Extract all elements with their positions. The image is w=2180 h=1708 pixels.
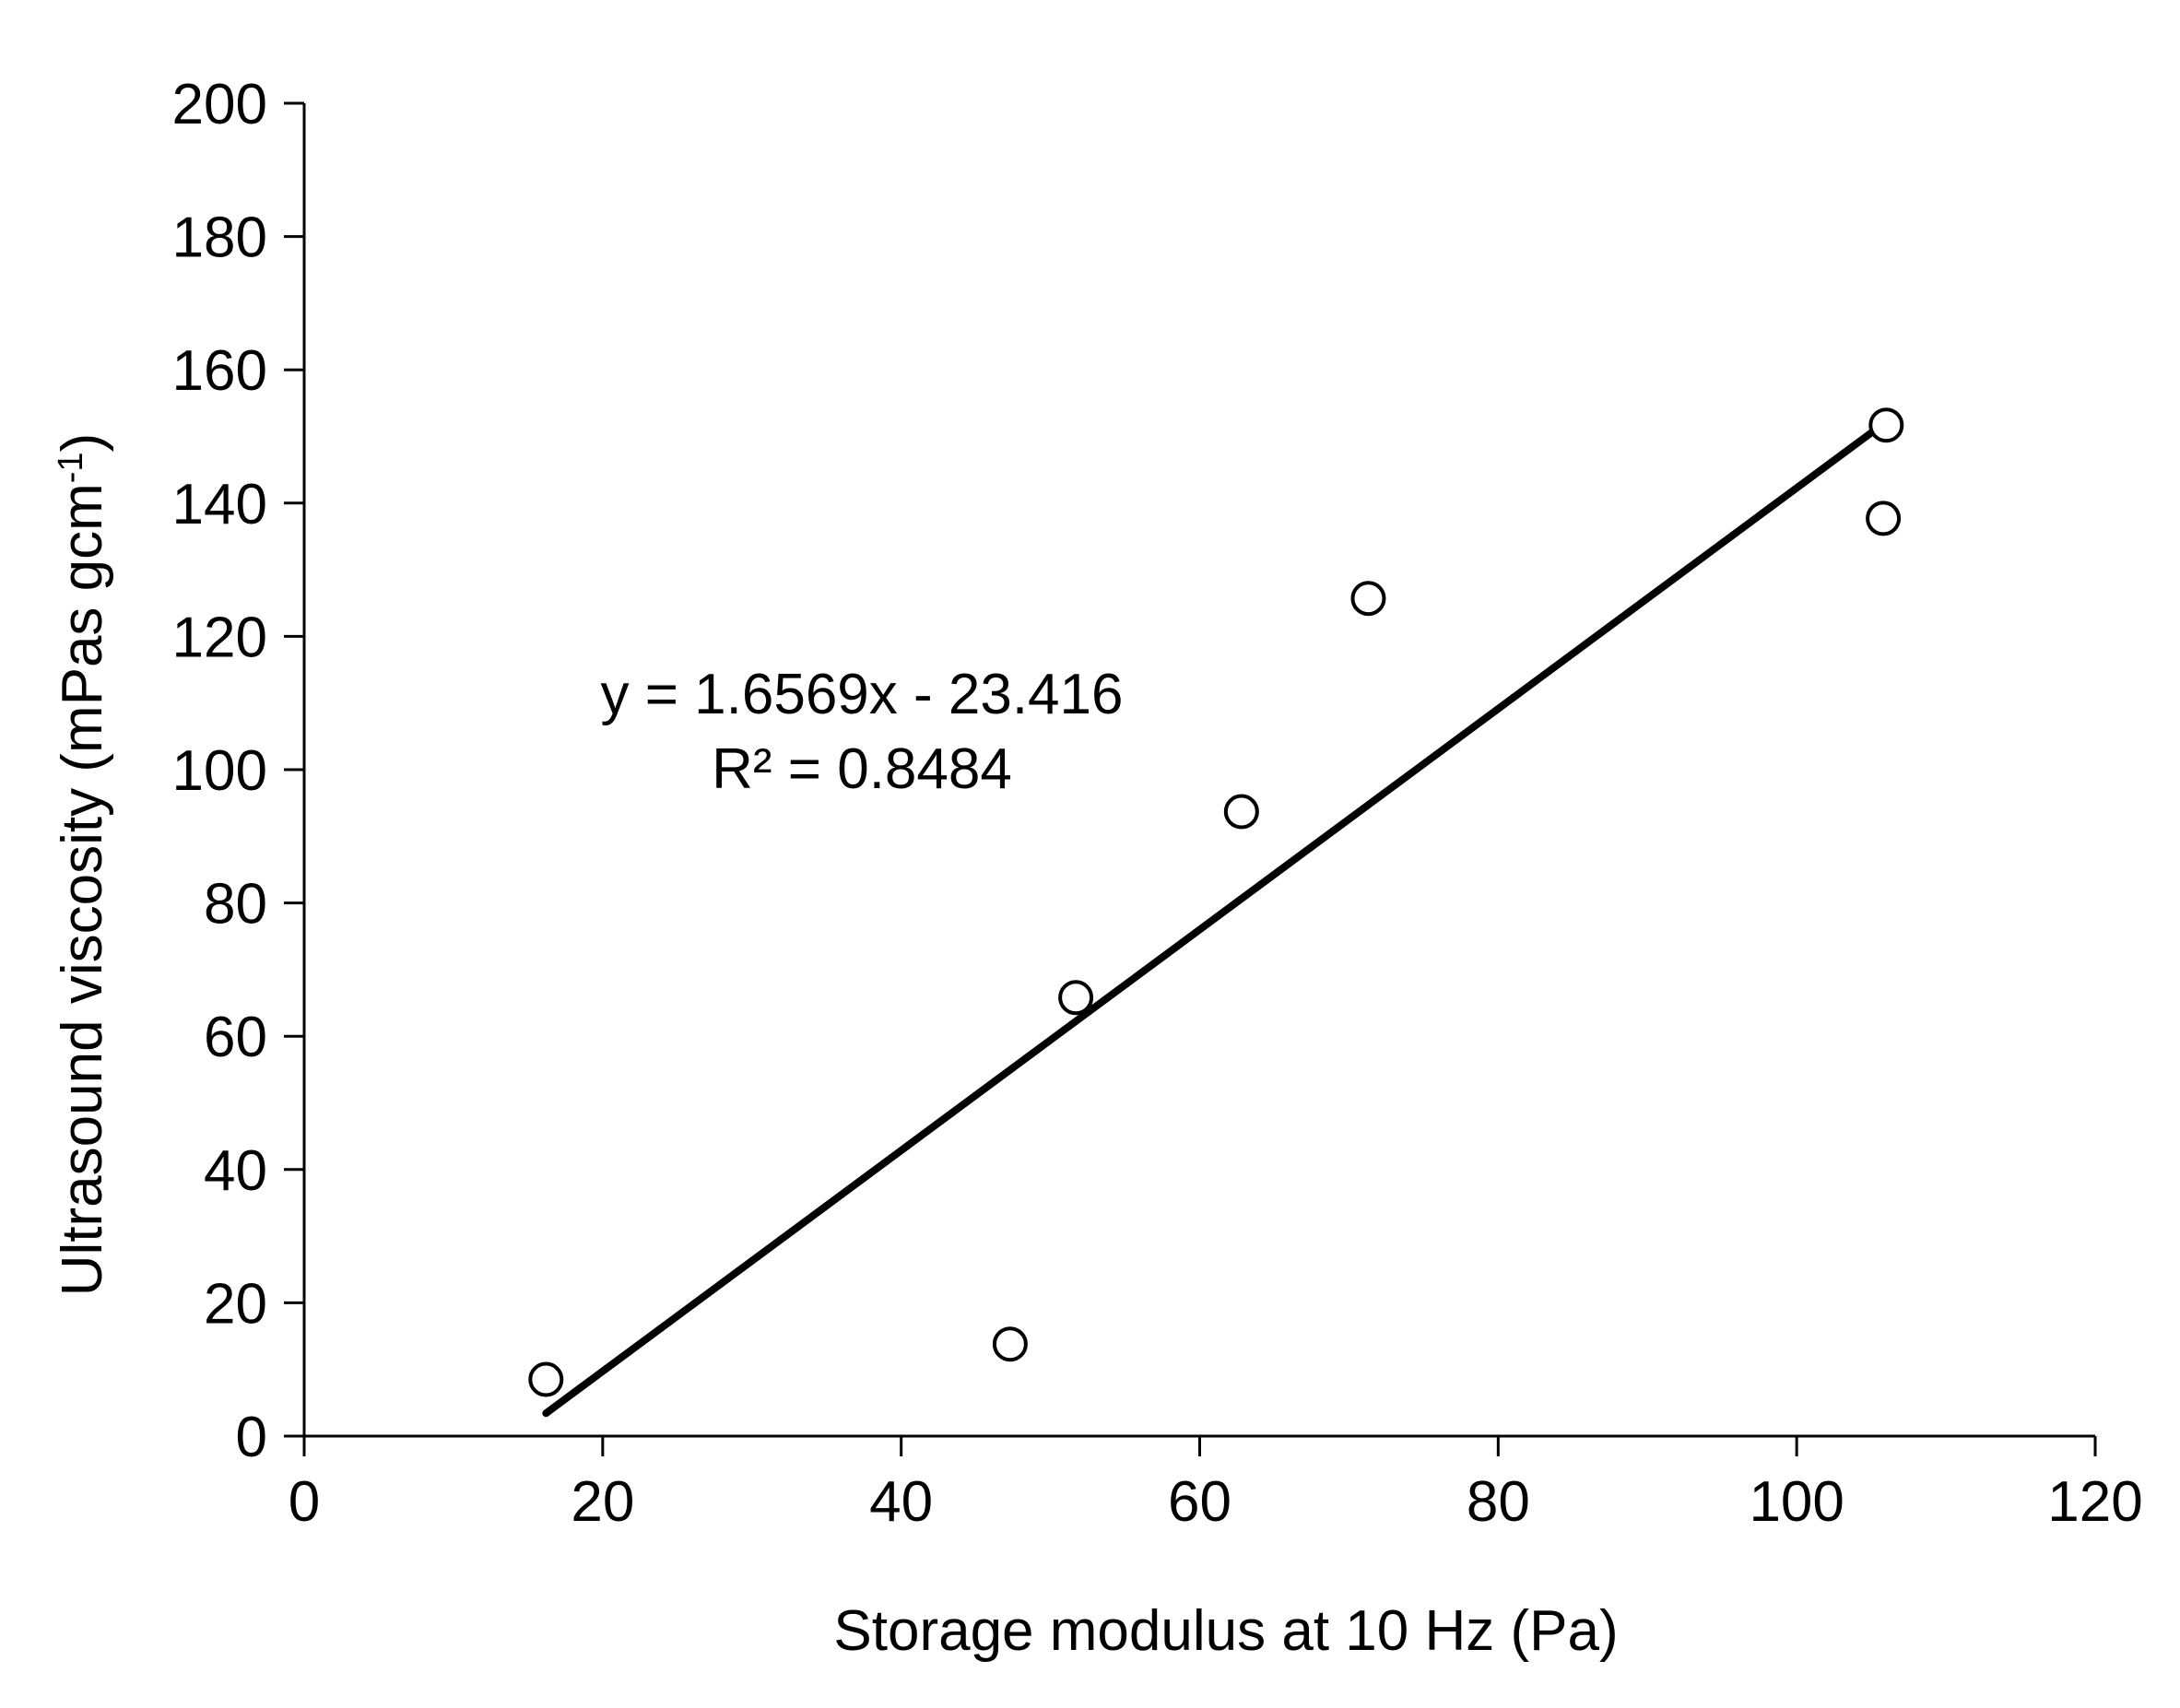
y-tick-label: 20 [204,1272,267,1336]
x-tick-label: 60 [1168,1470,1231,1534]
y-axis-title-main: Ultrasound viscosity (mPas gcm [51,483,114,1296]
x-tick-label: 100 [1749,1470,1844,1534]
axes [302,103,2095,1438]
data-point [992,1326,1028,1362]
data-points [528,407,1904,1397]
y-axis-title-superscript: -1 [52,452,90,483]
x-tick-label: 120 [2047,1470,2142,1534]
x-ticks: 0 20 40 60 80 100 120 [289,1436,2143,1534]
y-tick-label: 60 [204,1006,267,1069]
y-axis-title: Ultrasound viscosity (mPas gcm-1) [51,433,114,1296]
y-tick-label: 140 [172,473,267,536]
data-point [1350,581,1386,617]
y-tick-label: 80 [204,873,267,936]
trendline-r-squared: R² = 0.8484 [712,737,1012,801]
trendline-equation: y = 1.6569x - 23.416 [600,663,1123,726]
data-point [1058,980,1094,1016]
data-point [1223,794,1259,830]
x-axis-title: Storage modulus at 10 Hz (Pa) [833,1599,1618,1663]
y-tick-label: 160 [172,339,267,403]
y-tick-label: 40 [204,1139,267,1203]
data-point [1868,407,1904,443]
y-axis-title-suffix: ) [51,433,114,453]
y-tick-label: 100 [172,739,267,803]
trendline [542,418,1891,1418]
y-tick-label: 200 [172,73,267,136]
y-ticks: 0 20 40 60 80 100 120 140 160 180 200 [172,73,304,1469]
x-tick-label: 80 [1467,1470,1530,1534]
trendline-layer [542,418,1891,1418]
x-tick-label: 20 [571,1470,634,1534]
x-tick-label: 40 [869,1470,933,1534]
x-tick-label: 0 [289,1470,320,1534]
data-point [1866,501,1902,536]
y-tick-label: 0 [236,1406,267,1469]
y-tick-label: 180 [172,206,267,270]
y-tick-label: 120 [172,606,267,669]
data-point [528,1361,564,1397]
